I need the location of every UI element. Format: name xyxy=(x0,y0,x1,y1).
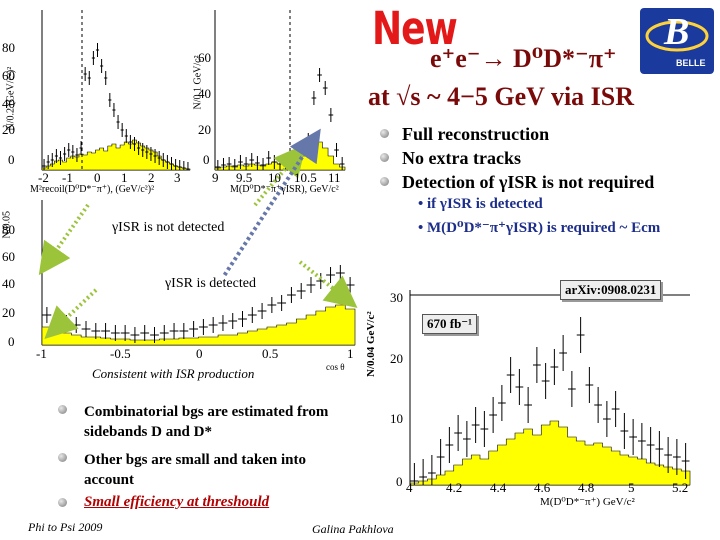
bullet-other-bgs: Other bgs are small and taken into accou… xyxy=(84,452,306,488)
plot3-background-fill xyxy=(41,304,356,346)
plot4-xtick: 4.4 xyxy=(490,480,507,495)
plot1-xtick: 0 xyxy=(94,170,101,185)
plot4-xtick: 5 xyxy=(628,480,635,495)
sub-bullet-mass-required: • M(D⁰D*⁻π⁺γISR) is required ~ Ecm xyxy=(418,220,661,236)
belle-logo-symbol: B xyxy=(664,11,690,53)
plot2-xtick: 9.5 xyxy=(236,170,253,185)
plot4-ytick: 20 xyxy=(390,351,403,366)
luminosity-label: 670 fb⁻¹ xyxy=(422,314,478,334)
arxiv-reference: arXiv:0908.0231 xyxy=(560,280,662,300)
plot1-ytick: 40 xyxy=(2,96,15,111)
bullet-marker xyxy=(380,177,389,186)
bullet-detection: Detection of γISR is not required xyxy=(402,172,655,192)
plot3-xtick: -0.5 xyxy=(110,346,131,361)
plot2-ytick: 20 xyxy=(198,122,211,137)
sub-bullet-text: M(D⁰D*⁻π⁺γISR) is required ~ Ecm xyxy=(427,220,661,236)
plot3-ytick: 0 xyxy=(8,334,15,349)
plot3-xtick: 1 xyxy=(347,346,354,361)
plot4-points xyxy=(410,317,690,485)
plot2-xlabel: M(D⁰D*⁻π⁺γISR), GeV/c² xyxy=(230,184,339,195)
new-label: New xyxy=(372,4,458,56)
plot3-ytick: 40 xyxy=(2,276,15,291)
plot4-xtick: 4 xyxy=(406,480,413,495)
plot3-xtick: -1 xyxy=(36,346,47,361)
label-isr-detected: γISR is detected xyxy=(165,276,256,292)
plot1-xtick: -2 xyxy=(38,170,49,185)
bullet-marker xyxy=(58,498,67,507)
plot4-xtick: 4.2 xyxy=(446,480,463,495)
plot4-xtick: 4.8 xyxy=(578,480,595,495)
label-isr-not-detected: γISR is not detected xyxy=(112,220,225,236)
bullet-no-extra-tracks: No extra tracks xyxy=(402,148,521,168)
plot4-ytick: 30 xyxy=(390,290,403,305)
plot1-xlabel: M²recoil(D⁰D*⁻π⁺), (GeV/c²)² xyxy=(30,184,155,195)
title-energy: at √s ~ 4−5 GeV via ISR xyxy=(368,82,635,111)
arrow-detected-right xyxy=(298,260,358,308)
sub-bullet-text: if γISR is detected xyxy=(427,196,543,212)
footer-conference: Phi to Psi 2009 xyxy=(28,520,103,534)
belle-logo-text: BELLE xyxy=(676,58,706,68)
plot3-ytick: 80 xyxy=(2,222,15,237)
plot1-ytick: 60 xyxy=(2,68,15,83)
label-consistent-isr: Consistent with ISR production xyxy=(92,366,255,381)
plot-recoil-mass xyxy=(41,10,191,171)
plot1-ytick: 20 xyxy=(2,122,15,137)
arrow-not-detected-left xyxy=(38,203,90,276)
plot1-xtick: 2 xyxy=(148,170,155,185)
arrow-not-detected-right xyxy=(253,143,307,207)
plot4-xtick: 5.2 xyxy=(672,480,689,495)
bullet-combinatorial: Combinatorial bgs are estimated from sid… xyxy=(84,404,329,440)
plot2-xtick: 10.5 xyxy=(294,170,317,185)
bullet-marker xyxy=(380,153,389,162)
plot3-ytick: 60 xyxy=(2,249,15,264)
plot2-xtick: 9 xyxy=(212,170,219,185)
sub-bullet-if-detected: • if γISR is detected xyxy=(418,196,543,212)
footer-author: Galina Pakhlova xyxy=(312,522,394,536)
title-reaction: e⁺e⁻→ D⁰D*⁻π⁺ xyxy=(430,44,617,73)
bullet-marker xyxy=(380,129,389,138)
plot1-ytick: 0 xyxy=(8,152,15,167)
belle-logo-graphic xyxy=(645,20,709,52)
plot2-ytick: 40 xyxy=(198,86,211,101)
plot3-ylabel: N/0.05 xyxy=(1,211,13,239)
plot4-background-fill xyxy=(409,420,691,486)
plot4-ylabel: N/0.04 GeV/c² xyxy=(365,311,377,377)
plot1-ytick: 80 xyxy=(2,40,15,55)
plot3-xlabel: cos θ xyxy=(326,362,345,372)
plot1-xtick: 3 xyxy=(174,170,181,185)
arrow-to-signal-peak xyxy=(216,128,321,287)
plot3-ytick: 20 xyxy=(2,305,15,320)
plot4-ytick: 0 xyxy=(396,474,403,489)
bullet-small-efficiency: Small efficiency at threshould xyxy=(84,494,270,510)
bullet-marker xyxy=(58,453,67,462)
plot1-ylabel: N/0.2 (GeV/c²)² xyxy=(5,66,17,131)
plot2-xtick: 11 xyxy=(328,170,341,185)
plot1-xtick: 1 xyxy=(121,170,128,185)
plot4-ytick: 10 xyxy=(390,411,403,426)
plot-isr-mass xyxy=(214,10,346,171)
bullet-full-reconstruction: Full reconstruction xyxy=(402,124,550,144)
plot2-ytick: 60 xyxy=(198,50,211,65)
arrow-detected-left xyxy=(44,288,98,340)
plot1-points xyxy=(42,43,190,170)
plot3-xtick: 0.5 xyxy=(262,346,279,361)
bullet-marker xyxy=(58,405,67,414)
plot2-ylabel: N/0.1 GeV/c² xyxy=(192,55,204,110)
belle-logo: B BELLE xyxy=(640,8,714,74)
plot4-xtick: 4.6 xyxy=(534,480,551,495)
plot2-ytick: 0 xyxy=(203,152,210,167)
plot1-xtick: -1 xyxy=(62,170,73,185)
plot2-xtick: 10 xyxy=(268,170,281,185)
plot4-xlabel: M(D⁰D*⁻π⁺) GeV/c² xyxy=(540,496,635,508)
plot3-xtick: 0 xyxy=(196,346,203,361)
